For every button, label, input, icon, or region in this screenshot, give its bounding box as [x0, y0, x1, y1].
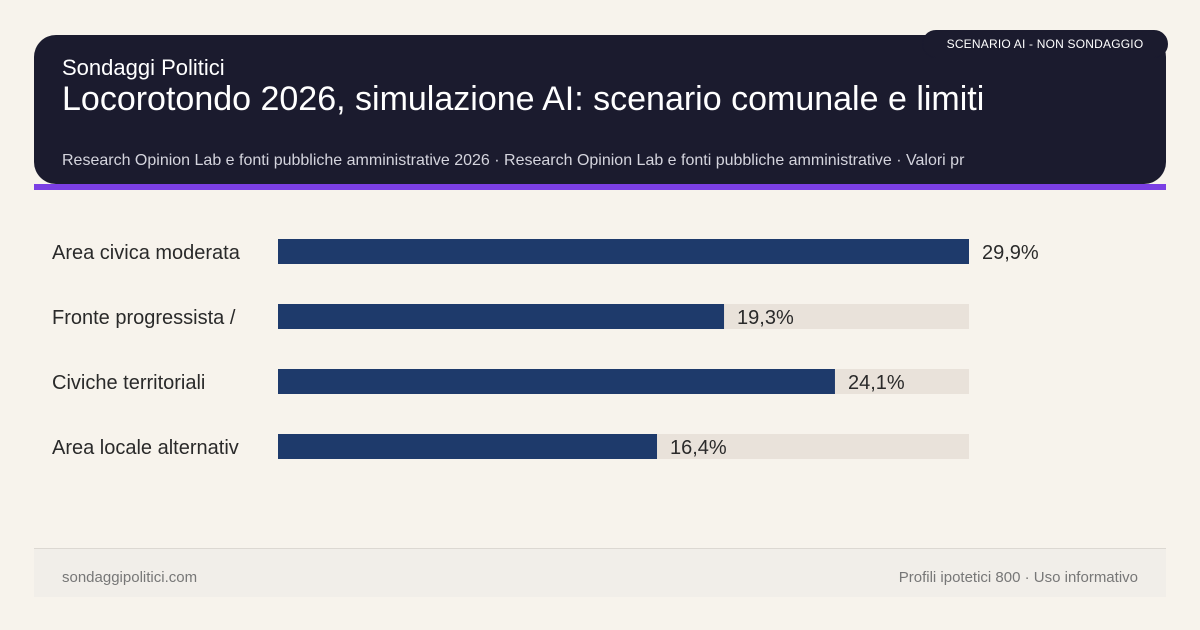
scenario-badge: SCENARIO AI - NON SONDAGGIO	[922, 30, 1168, 58]
footer-site-link[interactable]: sondaggipolitici.com	[62, 569, 198, 586]
category-label: Fronte progressista /	[52, 307, 236, 329]
bar	[278, 434, 658, 459]
bar	[278, 304, 725, 329]
value-label: 19,3%	[737, 307, 794, 329]
footer-note: Profili ipotetici 800 · Uso informativo	[898, 569, 1138, 586]
value-label: 29,9%	[982, 242, 1039, 264]
chart-subtitle: Research Opinion Lab e fonti pubbliche a…	[62, 152, 965, 169]
bar	[278, 239, 969, 264]
chart-title: Locorotondo 2026, simulazione AI: scenar…	[62, 80, 985, 118]
footer: sondaggipolitici.com Profili ipotetici 8…	[34, 548, 1166, 597]
category-label: Area locale alternativ	[52, 437, 239, 459]
category-label: Civiche territoriali	[52, 372, 205, 394]
bar	[278, 369, 835, 394]
value-label: 16,4%	[670, 437, 727, 459]
category-label: Area civica moderata	[52, 242, 241, 264]
brand-name: Sondaggi Politici	[62, 55, 225, 80]
value-label: 24,1%	[848, 372, 905, 394]
bar-chart: Area civica moderata 29,9% Fronte progress…	[52, 239, 1039, 459]
header-panel	[34, 35, 1166, 184]
header-accent-bar	[34, 184, 1166, 190]
